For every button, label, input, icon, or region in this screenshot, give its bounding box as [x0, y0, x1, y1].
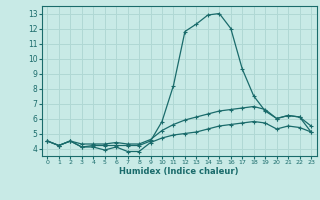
- X-axis label: Humidex (Indice chaleur): Humidex (Indice chaleur): [119, 167, 239, 176]
